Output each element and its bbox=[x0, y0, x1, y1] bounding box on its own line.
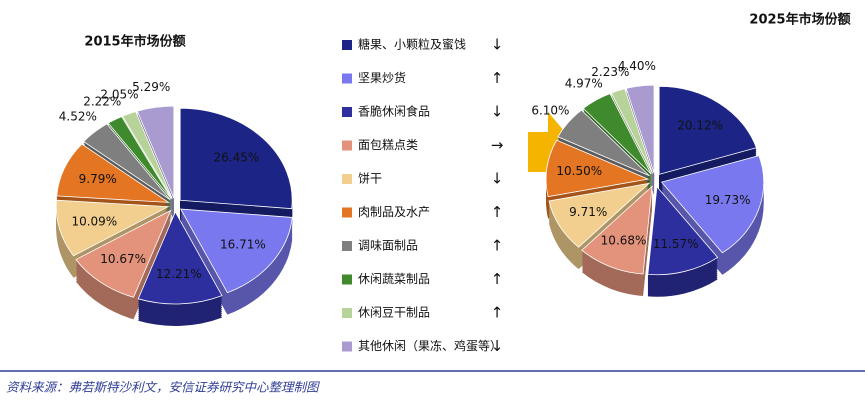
pie-slice bbox=[660, 155, 765, 254]
pie-slice bbox=[107, 116, 172, 200]
legend-swatch bbox=[342, 207, 352, 218]
data-label: 10.50% bbox=[556, 164, 602, 178]
data-label: 2.22% bbox=[83, 95, 121, 109]
data-label: 4.40% bbox=[618, 59, 656, 73]
legend-swatch bbox=[342, 174, 352, 184]
legend-label: 休闲蔬菜制品 bbox=[358, 272, 430, 286]
data-label: 10.67% bbox=[100, 252, 146, 266]
pie-slice bbox=[82, 123, 171, 201]
data-label: 4.52% bbox=[59, 110, 97, 124]
pie-slice bbox=[658, 85, 757, 175]
legend-swatch bbox=[342, 341, 352, 352]
legend-label: 肉制品及水产 bbox=[358, 205, 430, 219]
pie-slice bbox=[137, 211, 223, 305]
legend-swatch bbox=[342, 40, 352, 50]
pie-slice bbox=[56, 143, 170, 203]
legend-label: 面包糕点类 bbox=[358, 138, 418, 152]
pie-slice bbox=[180, 208, 293, 294]
trend-arrow: ↑ bbox=[491, 304, 504, 322]
trend-arrow: ↑ bbox=[491, 203, 504, 221]
data-label: 10.68% bbox=[601, 233, 647, 247]
pie-slice bbox=[75, 209, 172, 298]
chart-title: 2015年市场份额 bbox=[84, 34, 185, 50]
legend-swatch bbox=[342, 241, 352, 251]
data-label: 2.23% bbox=[591, 65, 629, 79]
data-label: 10.09% bbox=[71, 214, 117, 228]
legend-label: 其他休闲（果冻、鸡蛋等） bbox=[358, 338, 502, 353]
legend-label: 香脆休闲食品 bbox=[358, 104, 430, 119]
trend-arrow: ↓ bbox=[491, 337, 504, 355]
data-label: 9.71% bbox=[569, 205, 607, 219]
data-label: 9.79% bbox=[79, 172, 117, 186]
legend-label: 糖果、小颗粒及蜜饯 bbox=[358, 37, 466, 52]
legend-swatch bbox=[342, 308, 352, 318]
data-label: 4.97% bbox=[565, 76, 603, 90]
chart-title: 2025年市场份额 bbox=[749, 12, 850, 28]
data-label: 5.29% bbox=[132, 80, 170, 94]
legend-swatch bbox=[342, 274, 352, 285]
data-label: 26.45% bbox=[214, 151, 260, 165]
data-label: 19.73% bbox=[705, 193, 751, 207]
data-label: 20.12% bbox=[677, 119, 723, 133]
legend-label: 调味面制品 bbox=[358, 239, 418, 253]
pie-slice bbox=[625, 84, 655, 174]
pie-slice bbox=[121, 111, 173, 199]
pie-slice bbox=[610, 88, 654, 174]
trend-arrow: ↓ bbox=[491, 170, 504, 188]
pie-slice bbox=[582, 93, 652, 175]
pie-slice bbox=[581, 185, 653, 275]
pie-slice bbox=[55, 199, 170, 257]
pie-slice bbox=[557, 109, 650, 177]
pie-slice bbox=[548, 182, 651, 248]
trend-arrow: ↓ bbox=[491, 103, 504, 121]
legend-swatch bbox=[342, 140, 352, 151]
pie-slice bbox=[136, 105, 175, 199]
data-label: 16.71% bbox=[220, 238, 266, 252]
pie-slice bbox=[545, 139, 650, 198]
trend-arrow: ↓ bbox=[491, 36, 504, 54]
legend-swatch bbox=[342, 73, 352, 84]
legend-label: 饼干 bbox=[358, 172, 382, 186]
trend-arrow: ↑ bbox=[491, 69, 504, 87]
data-label: 12.21% bbox=[156, 267, 202, 281]
data-label: 11.57% bbox=[653, 237, 699, 251]
trend-arrow: ↑ bbox=[491, 237, 504, 255]
source-note: 资料来源：弗若斯特沙利文，安信证券研究中心整理制图 bbox=[6, 380, 320, 395]
pie-slice bbox=[647, 185, 719, 276]
legend-label: 休闲豆干制品 bbox=[358, 306, 430, 320]
trend-arrow: ↑ bbox=[491, 270, 504, 288]
data-label: 6.10% bbox=[531, 103, 569, 117]
pie-slice bbox=[179, 107, 293, 210]
trend-arrow: → bbox=[491, 136, 504, 154]
legend-swatch bbox=[342, 107, 352, 117]
legend-label: 坚果炒货 bbox=[358, 70, 406, 85]
data-label: 2.05% bbox=[100, 88, 138, 102]
